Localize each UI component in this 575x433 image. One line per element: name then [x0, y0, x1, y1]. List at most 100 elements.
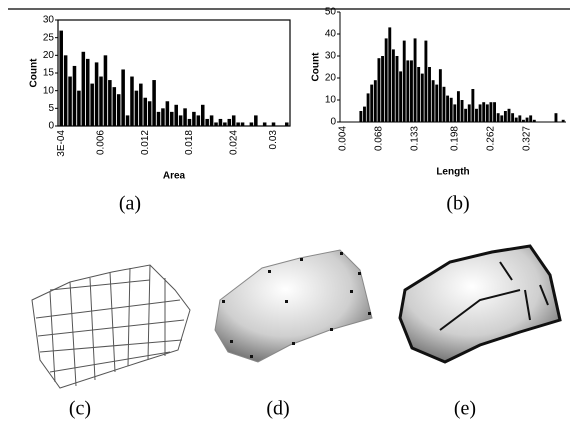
shaded-model-ridges [400, 246, 560, 362]
bar [374, 80, 377, 122]
bar [508, 109, 511, 122]
bar [439, 69, 442, 122]
bar [161, 108, 165, 126]
bar [148, 101, 152, 126]
y-tick-label: 0 [330, 117, 336, 128]
bar [471, 89, 474, 122]
bar [489, 102, 492, 122]
bar [396, 56, 399, 122]
y-tick-label: 5 [48, 103, 54, 114]
bar [504, 111, 507, 122]
caption: (d) [266, 398, 289, 420]
x-tick-label: 3E-04 [56, 130, 67, 157]
bar [99, 77, 103, 126]
bar [461, 100, 464, 122]
bar [432, 80, 435, 122]
figure: (c) (d) (e) 0510152025303E-040.0060.0120… [0, 0, 575, 433]
bar [90, 84, 94, 126]
bar [254, 115, 258, 126]
wireframe-mesh [32, 265, 190, 388]
y-tick-label: 20 [325, 73, 337, 84]
bar [363, 107, 366, 122]
bar [59, 31, 63, 126]
bar [359, 111, 362, 122]
x-tick-label: 0.012 [140, 130, 151, 155]
shaded-model [215, 250, 372, 362]
y-tick-label: 10 [325, 95, 337, 106]
bar [130, 77, 134, 126]
bar [486, 104, 489, 122]
bar [188, 119, 192, 126]
y-axis-label: Count [29, 58, 40, 88]
x-axis-label: Length [436, 167, 469, 178]
x-axis-label: Area [163, 171, 186, 182]
x-tick-label: 0.03 [268, 130, 279, 150]
y-axis-label: Count [311, 52, 322, 82]
bar [82, 52, 86, 126]
bar [417, 67, 420, 122]
bar [157, 112, 161, 126]
bar [152, 80, 156, 126]
bar [555, 113, 558, 122]
caption: (b) [446, 193, 469, 215]
x-tick-label: 0.006 [96, 130, 107, 155]
bar [174, 105, 178, 126]
bar [179, 115, 183, 126]
x-tick-label: 0.198 [449, 126, 460, 151]
bar [493, 102, 496, 122]
bar [526, 118, 529, 122]
bar [95, 62, 99, 126]
bar [205, 119, 209, 126]
bar [126, 115, 130, 126]
bar [518, 115, 521, 122]
bar [73, 66, 77, 126]
bar [403, 41, 406, 122]
bar [421, 74, 424, 122]
bar [166, 101, 170, 126]
bar [515, 118, 518, 122]
caption: (c) [69, 398, 91, 420]
bar [497, 113, 500, 122]
bar [399, 71, 402, 122]
bar [511, 113, 514, 122]
bar [68, 77, 72, 126]
bar [370, 85, 373, 122]
bar [464, 109, 467, 122]
bar [367, 93, 370, 122]
bar [443, 87, 446, 122]
bar [219, 119, 223, 126]
bar [228, 119, 232, 126]
y-tick-label: 15 [43, 68, 55, 79]
bar [201, 105, 205, 126]
bar [143, 98, 147, 126]
bar [500, 115, 503, 122]
y-tick-label: 30 [43, 15, 55, 26]
x-tick-label: 0.133 [410, 126, 421, 151]
bar [113, 87, 117, 126]
bar [529, 115, 532, 122]
x-tick-label: 0.024 [228, 130, 239, 155]
bar [197, 115, 201, 126]
bar [135, 91, 139, 126]
bar [406, 60, 409, 122]
bar [468, 104, 471, 122]
bar [121, 69, 125, 126]
caption: (a) [119, 193, 141, 215]
bar [139, 84, 143, 126]
y-tick-label: 25 [43, 32, 55, 43]
bar [232, 115, 236, 126]
bar [192, 112, 196, 126]
bar [435, 85, 438, 122]
bar [424, 41, 427, 122]
bar [183, 108, 187, 126]
bar [170, 112, 174, 126]
bar [482, 102, 485, 122]
bar [377, 58, 380, 122]
x-tick-label: 0.004 [337, 126, 348, 151]
y-tick-label: 40 [325, 29, 337, 40]
bar [86, 59, 90, 126]
x-tick-label: 0.262 [486, 126, 497, 151]
bar [77, 91, 81, 126]
bar [117, 94, 121, 126]
y-tick-label: 10 [43, 85, 55, 96]
